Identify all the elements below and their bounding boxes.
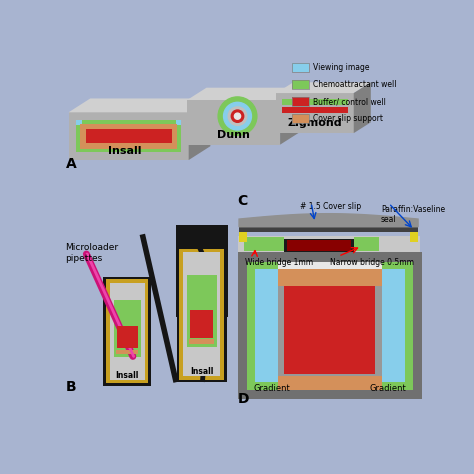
Polygon shape bbox=[177, 246, 227, 382]
Polygon shape bbox=[247, 262, 413, 390]
Polygon shape bbox=[237, 236, 419, 254]
Circle shape bbox=[218, 97, 257, 136]
Text: Microloader
pipettes: Microloader pipettes bbox=[65, 243, 118, 263]
Polygon shape bbox=[280, 88, 300, 145]
Polygon shape bbox=[354, 82, 371, 133]
Text: Paraffin:Vaseline
seal: Paraffin:Vaseline seal bbox=[381, 205, 445, 224]
Text: C: C bbox=[237, 194, 248, 208]
Polygon shape bbox=[284, 239, 354, 253]
Polygon shape bbox=[187, 100, 280, 145]
Polygon shape bbox=[283, 99, 347, 105]
Text: Cover slip support: Cover slip support bbox=[313, 114, 383, 123]
Text: Buffer/ control well: Buffer/ control well bbox=[313, 97, 385, 106]
Polygon shape bbox=[106, 279, 148, 383]
Polygon shape bbox=[80, 124, 177, 148]
Polygon shape bbox=[69, 99, 210, 112]
Polygon shape bbox=[117, 327, 137, 348]
Text: Gradient: Gradient bbox=[253, 383, 290, 392]
Polygon shape bbox=[276, 93, 354, 133]
Polygon shape bbox=[189, 99, 210, 160]
Polygon shape bbox=[276, 82, 371, 93]
Text: Insall: Insall bbox=[190, 367, 214, 376]
Bar bbox=[292, 97, 309, 106]
Text: D: D bbox=[237, 392, 249, 406]
Polygon shape bbox=[76, 120, 82, 126]
Polygon shape bbox=[292, 80, 309, 89]
Polygon shape bbox=[187, 275, 217, 347]
Text: Viewing image: Viewing image bbox=[313, 63, 369, 72]
Polygon shape bbox=[379, 236, 419, 254]
Text: Narrow bridge 0.5mm: Narrow bridge 0.5mm bbox=[330, 258, 414, 267]
Circle shape bbox=[228, 107, 247, 126]
Text: # 1.5 Cover slip: # 1.5 Cover slip bbox=[300, 201, 361, 210]
Polygon shape bbox=[382, 269, 405, 382]
Text: Wide bridge 1mm: Wide bridge 1mm bbox=[245, 258, 313, 267]
Polygon shape bbox=[76, 120, 181, 152]
Polygon shape bbox=[292, 97, 309, 106]
Polygon shape bbox=[292, 114, 309, 123]
Polygon shape bbox=[179, 248, 224, 380]
Text: Gradient: Gradient bbox=[370, 383, 406, 392]
Text: Insall: Insall bbox=[115, 371, 139, 380]
Circle shape bbox=[224, 102, 251, 130]
Polygon shape bbox=[284, 286, 375, 374]
Polygon shape bbox=[86, 129, 172, 143]
Polygon shape bbox=[239, 227, 418, 232]
Polygon shape bbox=[109, 283, 145, 380]
Polygon shape bbox=[116, 350, 138, 354]
Polygon shape bbox=[287, 240, 351, 251]
Polygon shape bbox=[278, 269, 382, 286]
Text: A: A bbox=[65, 157, 76, 171]
Bar bbox=[292, 80, 309, 89]
Text: Dunn: Dunn bbox=[217, 130, 250, 140]
Text: Chemoattractant well: Chemoattractant well bbox=[313, 80, 396, 89]
Circle shape bbox=[231, 110, 244, 122]
Polygon shape bbox=[103, 277, 151, 386]
Polygon shape bbox=[69, 112, 189, 160]
Polygon shape bbox=[278, 376, 382, 390]
Polygon shape bbox=[175, 120, 181, 126]
Text: Insall: Insall bbox=[108, 146, 141, 156]
Polygon shape bbox=[187, 88, 300, 100]
Polygon shape bbox=[255, 269, 278, 382]
Polygon shape bbox=[410, 225, 418, 242]
Polygon shape bbox=[183, 253, 220, 376]
Bar bbox=[292, 114, 309, 123]
Polygon shape bbox=[292, 63, 309, 72]
Polygon shape bbox=[237, 253, 422, 399]
Polygon shape bbox=[278, 262, 382, 390]
Polygon shape bbox=[113, 300, 141, 357]
Polygon shape bbox=[175, 225, 228, 317]
Circle shape bbox=[235, 113, 241, 119]
Polygon shape bbox=[190, 339, 214, 344]
Text: Zigmond: Zigmond bbox=[288, 118, 342, 128]
Polygon shape bbox=[354, 237, 379, 251]
Polygon shape bbox=[278, 262, 382, 269]
Polygon shape bbox=[283, 107, 347, 113]
Bar bbox=[292, 63, 309, 72]
Polygon shape bbox=[244, 237, 284, 251]
Polygon shape bbox=[239, 225, 247, 242]
Polygon shape bbox=[190, 310, 213, 337]
Text: B: B bbox=[65, 380, 76, 394]
Polygon shape bbox=[239, 214, 418, 227]
